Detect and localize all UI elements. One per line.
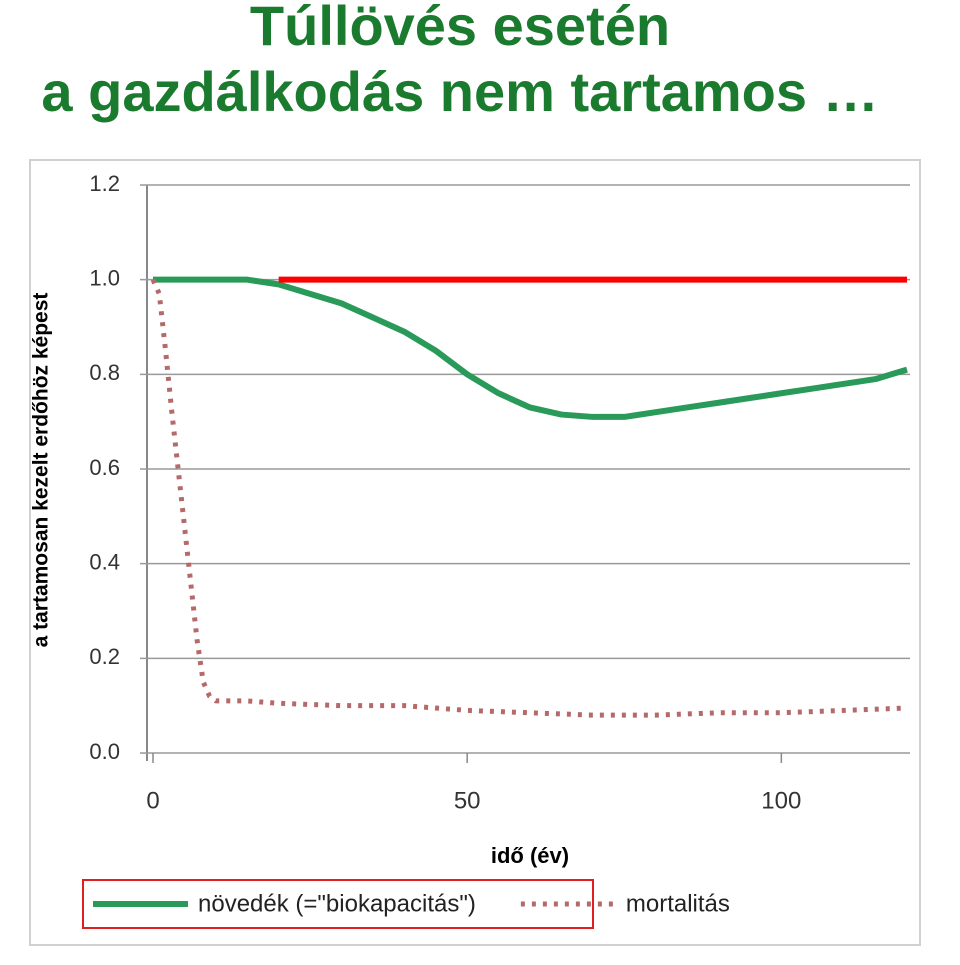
series-line: [150, 278, 908, 718]
x-axis-label: idő (év): [491, 843, 569, 868]
x-tick-label: 50: [454, 787, 481, 814]
y-tick-label: 0.8: [89, 360, 120, 385]
chart-frame: [29, 159, 921, 946]
x-tick-label: 100: [761, 787, 801, 814]
title-line: a gazdálkodás nem tartamos …: [41, 60, 878, 123]
x-tick-label: 0: [146, 787, 159, 814]
title-line: Túllövés esetén: [250, 0, 670, 57]
y-tick-label: 1.2: [89, 171, 120, 196]
y-axis-label: a tartamosan kezelt erdőhöz képest: [30, 293, 53, 648]
y-tick-label: 1.0: [89, 265, 120, 290]
legend-label: növedék (="biokapacitás"): [198, 890, 476, 917]
y-tick-label: 0.4: [89, 549, 120, 574]
y-tick-label: 0.2: [89, 644, 120, 669]
legend-box: [82, 879, 594, 929]
y-tick-label: 0.0: [89, 739, 120, 764]
y-tick-label: 0.6: [89, 455, 120, 480]
series-line: [153, 276, 908, 420]
legend-label: mortalitás: [626, 890, 730, 917]
